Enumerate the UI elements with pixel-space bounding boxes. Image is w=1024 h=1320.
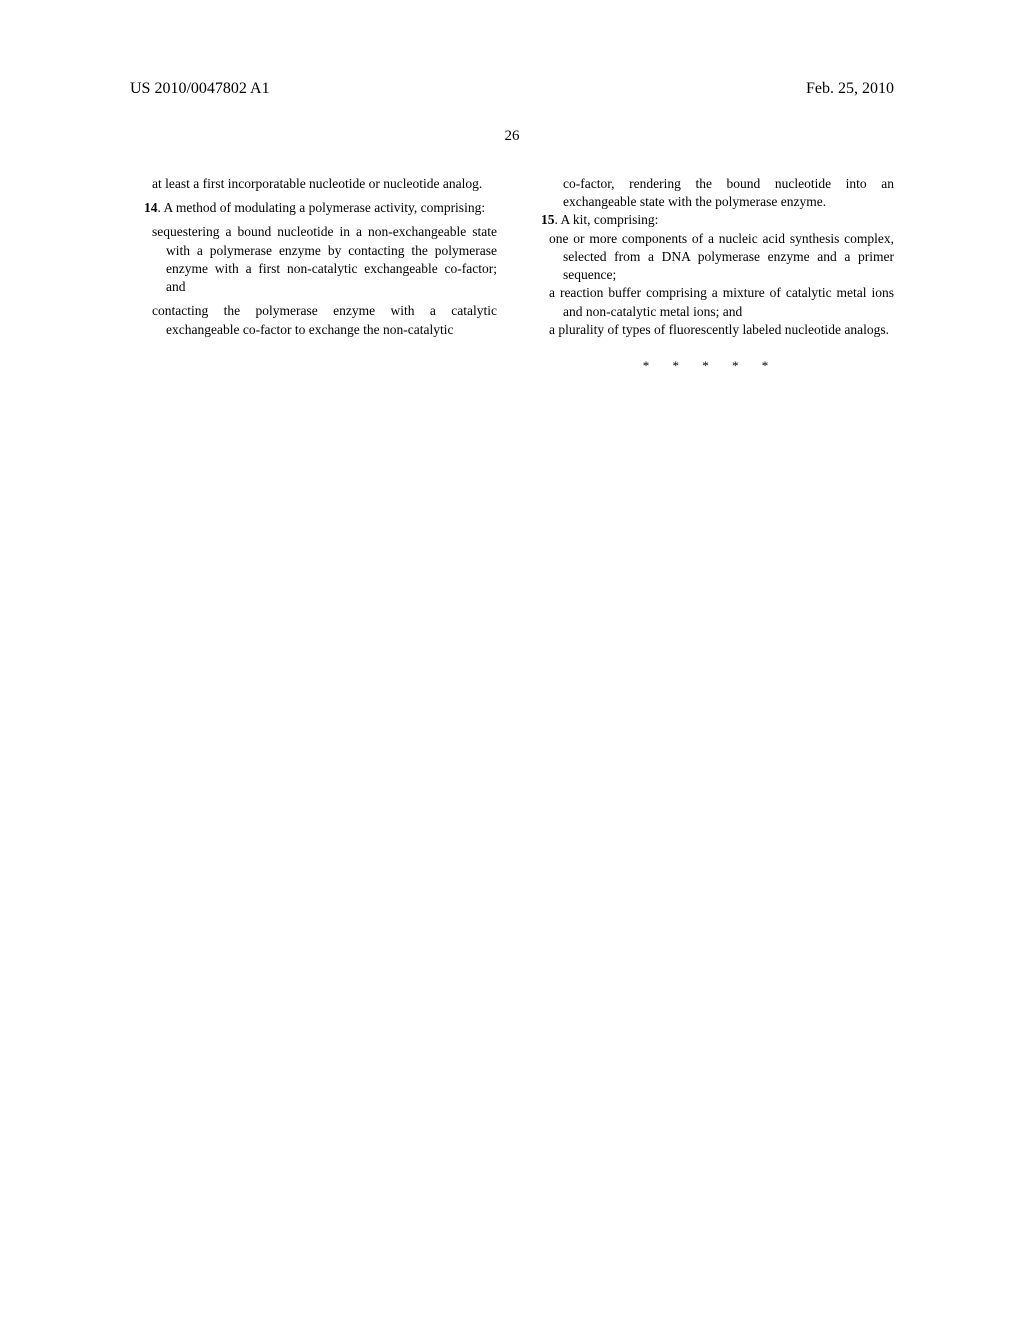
claim-15-element-c: a plurality of types of fluorescently la… [527, 321, 894, 339]
claim-14-intro: 14. A method of modulating a polymerase … [130, 199, 497, 217]
claim-14-element-b: contacting the polymerase enzyme with a … [130, 302, 497, 338]
claim-14-intro-text: . A method of modulating a polymerase ac… [158, 200, 486, 215]
claim-14-a-text: sequestering a bound nucleotide in a non… [152, 224, 497, 294]
claim-15-c-text: a plurality of types of fluorescently la… [549, 322, 889, 337]
claim-14-continuation: co-factor, rendering the bound nucleotid… [527, 175, 894, 211]
claim-14-number: 14 [144, 200, 158, 215]
right-column: co-factor, rendering the bound nucleotid… [527, 175, 894, 375]
left-column: at least a first incorporatable nucleoti… [130, 175, 497, 375]
publication-date: Feb. 25, 2010 [806, 80, 894, 98]
page-number: 26 [0, 128, 1024, 145]
claim-15-b-text: a reaction buffer comprising a mixture o… [549, 285, 894, 318]
claim-14-b-text: contacting the polymerase enzyme with a … [152, 303, 497, 336]
claim-15-intro: 15. A kit, comprising: [527, 211, 894, 229]
content-columns: at least a first incorporatable nucleoti… [0, 175, 1024, 375]
claim-15-intro-text: . A kit, comprising: [555, 212, 659, 227]
claim-13-text: at least a first incorporatable nucleoti… [152, 176, 482, 191]
claim-15-a-text: one or more components of a nucleic acid… [549, 231, 894, 282]
end-marks: * * * * * [527, 357, 894, 375]
patent-number: US 2010/0047802 A1 [130, 80, 270, 98]
claim-15-element-a: one or more components of a nucleic acid… [527, 230, 894, 285]
claim-13-fragment: at least a first incorporatable nucleoti… [130, 175, 497, 193]
claim-15-element-b: a reaction buffer comprising a mixture o… [527, 284, 894, 320]
claim-14-element-a: sequestering a bound nucleotide in a non… [130, 223, 497, 296]
claim-14-cont-text: co-factor, rendering the bound nucleotid… [563, 176, 894, 209]
claim-15-number: 15 [541, 212, 555, 227]
page-header: US 2010/0047802 A1 Feb. 25, 2010 [0, 0, 1024, 98]
